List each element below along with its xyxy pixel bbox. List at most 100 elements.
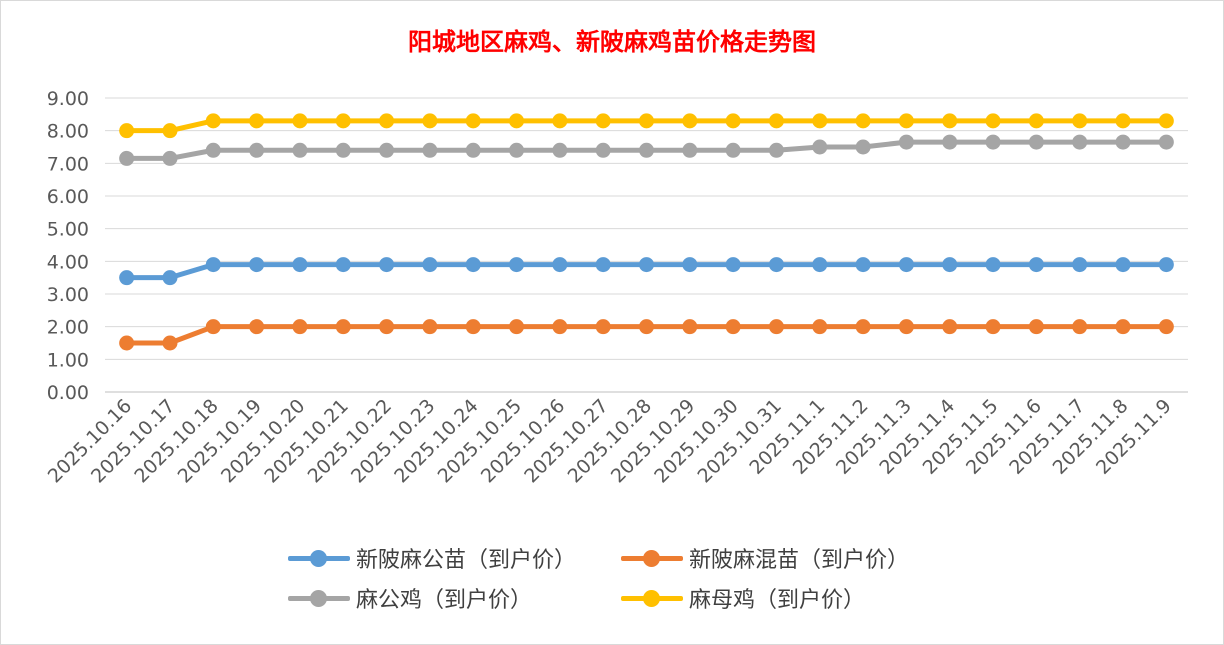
- legend-label-series-1: 新陂麻公苗（到户价）: [356, 548, 577, 573]
- data-point-series-4: [812, 113, 828, 129]
- data-point-series-1: [639, 257, 654, 273]
- data-point-series-1: [249, 257, 265, 273]
- data-point-series-1: [1072, 257, 1088, 273]
- data-point-series-1: [465, 257, 481, 273]
- data-point-series-3: [639, 142, 654, 158]
- data-point-series-2: [1158, 319, 1174, 335]
- legend-item-series-3: 麻公鸡（到户价）: [288, 580, 532, 616]
- data-point-series-1: [1028, 257, 1044, 273]
- data-point-series-4: [942, 113, 958, 129]
- legend-label-series-2: 新陂麻混苗（到户价）: [689, 548, 910, 573]
- data-point-series-4: [1115, 113, 1131, 129]
- data-point-series-3: [422, 142, 438, 158]
- data-point-series-1: [422, 257, 438, 273]
- data-point-series-3: [119, 150, 135, 166]
- data-point-series-2: [335, 319, 351, 335]
- data-point-series-1: [379, 257, 395, 273]
- y-tick-label: 9.00: [47, 88, 89, 110]
- data-point-series-1: [1158, 257, 1174, 273]
- data-point-series-1: [682, 257, 698, 273]
- data-point-series-4: [855, 113, 871, 129]
- data-point-series-2: [292, 319, 308, 335]
- legend-label-series-3: 麻公鸡（到户价）: [356, 588, 533, 613]
- data-point-series-3: [1158, 134, 1174, 150]
- data-point-series-4: [162, 123, 178, 139]
- data-point-series-1: [552, 257, 568, 273]
- data-point-series-3: [855, 139, 871, 155]
- data-point-series-1: [595, 257, 611, 273]
- data-point-series-3: [205, 142, 221, 158]
- data-point-series-2: [509, 319, 525, 335]
- data-point-series-2: [162, 335, 178, 351]
- data-point-series-2: [942, 319, 958, 335]
- data-point-series-1: [335, 257, 351, 273]
- chart-title: 阳城地区麻鸡、新陂麻鸡苗价格走势图: [408, 28, 816, 56]
- data-point-series-3: [1028, 134, 1044, 150]
- data-point-series-2: [595, 319, 611, 335]
- data-point-series-4: [768, 113, 784, 129]
- data-point-series-4: [119, 123, 135, 139]
- legend-swatch-series-4: [621, 580, 683, 616]
- data-point-series-3: [509, 142, 525, 158]
- data-point-series-2: [985, 319, 1001, 335]
- data-point-series-4: [682, 113, 698, 129]
- data-point-series-4: [725, 113, 741, 129]
- data-point-series-1: [292, 257, 308, 273]
- data-point-series-4: [985, 113, 1001, 129]
- y-tick-label: 3.00: [47, 284, 89, 306]
- data-point-series-3: [552, 142, 568, 158]
- data-point-series-2: [768, 319, 784, 335]
- data-point-series-2: [205, 319, 221, 335]
- legend-item-series-1: 新陂麻公苗（到户价）: [288, 540, 576, 576]
- legend-swatch-series-1: [288, 540, 350, 576]
- y-tick-label: 2.00: [47, 317, 89, 339]
- data-point-series-1: [509, 257, 525, 273]
- y-tick-label: 4.00: [47, 251, 89, 273]
- data-point-series-2: [725, 319, 741, 335]
- data-point-series-2: [1115, 319, 1131, 335]
- data-point-series-3: [379, 142, 395, 158]
- data-point-series-4: [1158, 113, 1174, 129]
- data-point-series-2: [1072, 319, 1088, 335]
- data-point-series-4: [1072, 113, 1088, 129]
- data-point-series-4: [1028, 113, 1044, 129]
- data-point-series-3: [985, 134, 1001, 150]
- data-point-series-3: [682, 142, 698, 158]
- data-point-series-1: [162, 270, 178, 286]
- data-point-series-2: [465, 319, 481, 335]
- data-point-series-2: [119, 335, 135, 351]
- data-point-series-3: [768, 142, 784, 158]
- data-point-series-4: [379, 113, 395, 129]
- data-point-series-4: [292, 113, 308, 129]
- data-point-series-1: [855, 257, 871, 273]
- y-tick-label: 1.00: [47, 349, 89, 371]
- data-point-series-1: [898, 257, 914, 273]
- data-point-series-1: [768, 257, 784, 273]
- data-point-series-2: [855, 319, 871, 335]
- y-tick-label: 7.00: [47, 153, 89, 175]
- data-point-series-3: [292, 142, 308, 158]
- data-point-series-4: [639, 113, 654, 129]
- data-point-series-1: [985, 257, 1001, 273]
- data-point-series-4: [552, 113, 568, 129]
- legend-swatch-series-2: [621, 540, 683, 576]
- y-tick-label: 0.00: [47, 382, 89, 404]
- data-point-series-2: [812, 319, 828, 335]
- data-point-series-4: [249, 113, 265, 129]
- data-point-series-2: [682, 319, 698, 335]
- data-point-series-2: [552, 319, 568, 335]
- data-point-series-1: [812, 257, 828, 273]
- y-tick-label: 5.00: [47, 219, 89, 241]
- data-point-series-3: [249, 142, 265, 158]
- data-point-series-3: [335, 142, 351, 158]
- data-point-series-1: [942, 257, 958, 273]
- legend-swatch-series-3: [288, 580, 350, 616]
- data-point-series-2: [639, 319, 654, 335]
- legend-item-series-4: 麻母鸡（到户价）: [621, 580, 865, 616]
- data-point-series-4: [335, 113, 351, 129]
- data-point-series-3: [812, 139, 828, 155]
- data-point-series-1: [119, 270, 135, 286]
- data-point-series-1: [205, 257, 221, 273]
